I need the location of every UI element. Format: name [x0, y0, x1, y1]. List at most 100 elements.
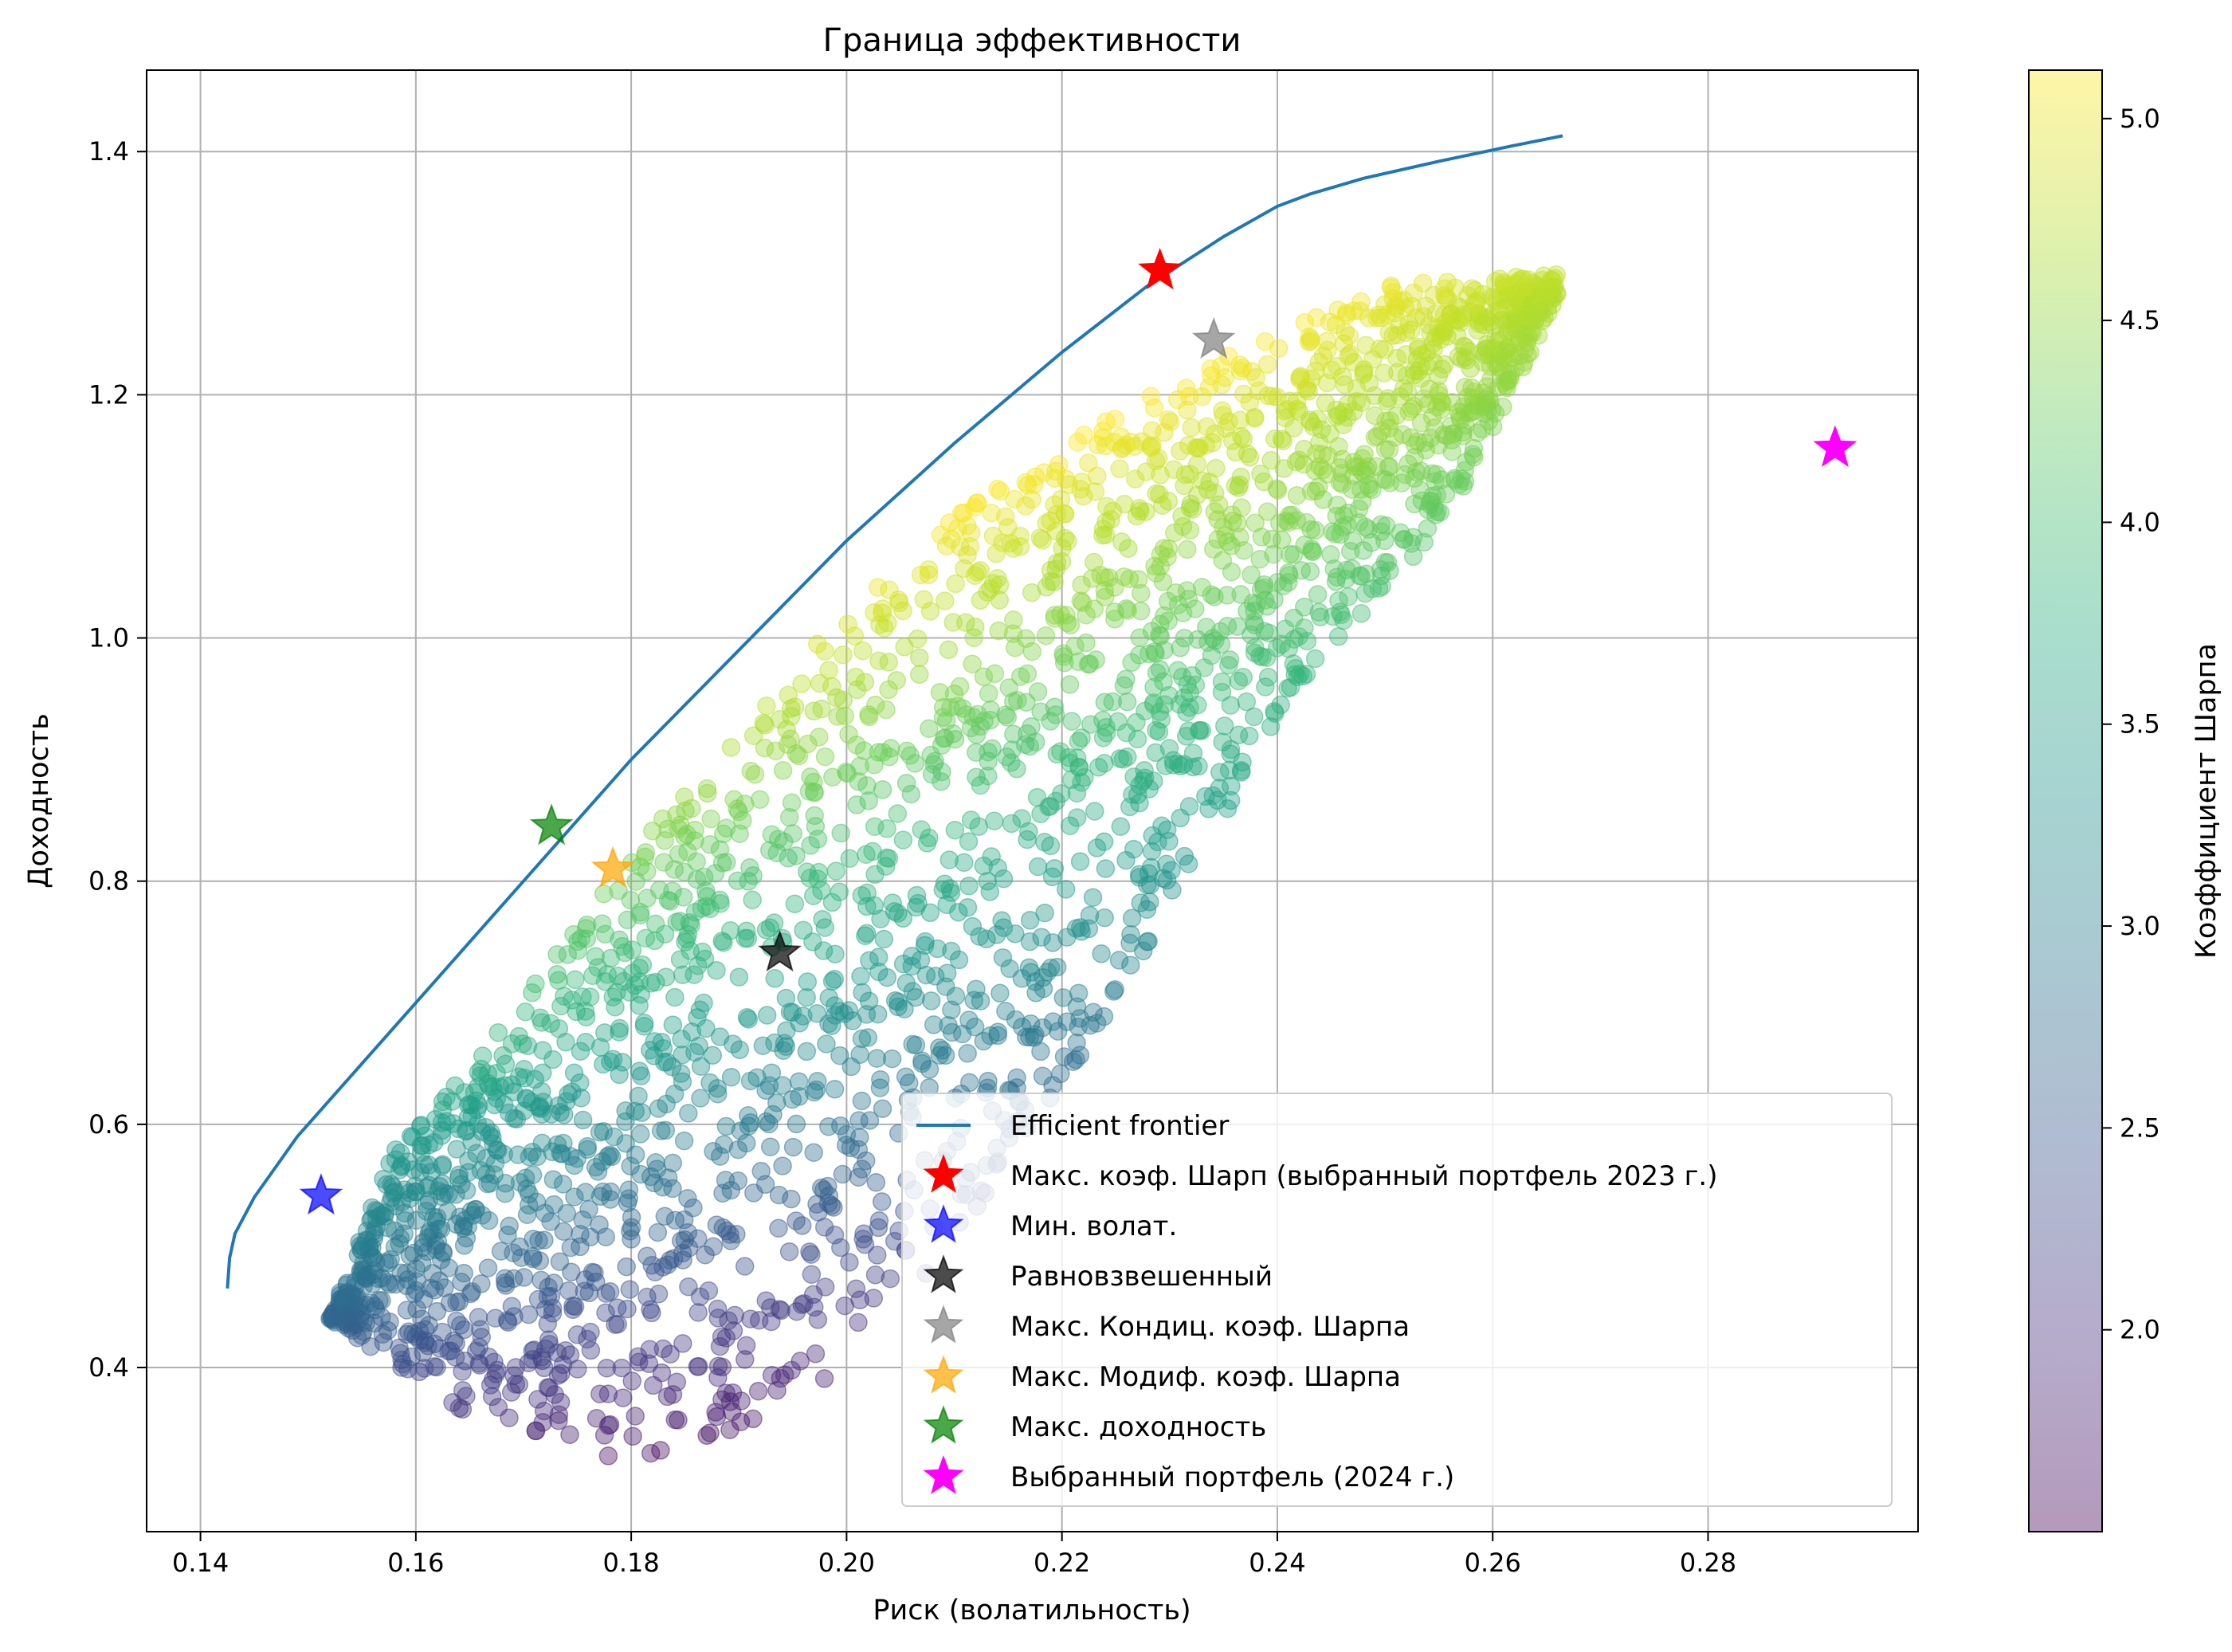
portfolio-point [1121, 924, 1140, 944]
portfolio-point [1123, 785, 1142, 804]
portfolio-point [593, 1152, 612, 1171]
portfolio-point [1069, 757, 1089, 777]
portfolio-point [1094, 832, 1114, 851]
portfolio-point [826, 861, 845, 881]
portfolio-point [586, 1409, 606, 1428]
portfolio-point [1203, 786, 1222, 806]
portfolio-point [1320, 424, 1340, 444]
portfolio-point [1140, 437, 1160, 456]
portfolio-point [1297, 631, 1317, 651]
portfolio-point [673, 1334, 692, 1353]
portfolio-point [1496, 297, 1516, 316]
portfolio-point [621, 890, 641, 910]
portfolio-point [779, 849, 798, 868]
portfolio-point [679, 1104, 698, 1123]
portfolio-point [522, 1093, 542, 1112]
portfolio-point [1005, 489, 1024, 509]
portfolio-point [1305, 649, 1325, 669]
portfolio-point [751, 1161, 771, 1181]
portfolio-point [958, 897, 978, 917]
portfolio-point [1067, 997, 1087, 1017]
portfolio-point [630, 905, 650, 925]
portfolio-point [566, 970, 585, 990]
legend-entry-label: Макс. доходность [1010, 1411, 1266, 1443]
portfolio-point [1221, 791, 1241, 810]
portfolio-point [645, 1032, 664, 1051]
portfolio-point [896, 773, 916, 793]
portfolio-point [586, 947, 606, 966]
portfolio-point [735, 1257, 755, 1276]
y-axis-ticks: 0.4 0.6 0.8 1.0 1.2 1.4 [88, 136, 147, 1383]
portfolio-point [553, 1175, 573, 1194]
portfolio-point [598, 1446, 618, 1466]
portfolio-point [1085, 802, 1104, 821]
portfolio-point [1018, 664, 1038, 684]
portfolio-point [504, 1366, 524, 1386]
portfolio-point [490, 1077, 510, 1097]
portfolio-point [1148, 832, 1167, 852]
portfolio-point [1429, 435, 1448, 455]
portfolio-point [491, 1242, 511, 1261]
portfolio-point [501, 1383, 521, 1402]
portfolio-point [576, 1033, 595, 1052]
portfolio-point [1339, 503, 1358, 523]
portfolio-point [774, 832, 794, 852]
portfolio-point [642, 1303, 661, 1323]
portfolio-point [985, 664, 1005, 684]
portfolio-point [1240, 726, 1259, 746]
portfolio-point [1042, 867, 1062, 887]
portfolio-point [571, 1073, 590, 1093]
portfolio-point [688, 1008, 707, 1027]
portfolio-point [1403, 547, 1423, 567]
portfolio-point [868, 1246, 887, 1265]
portfolio-point [1280, 391, 1300, 411]
portfolio-point [811, 1178, 831, 1198]
portfolio-point [622, 940, 642, 959]
portfolio-point [363, 1198, 382, 1218]
portfolio-point [1365, 428, 1385, 447]
portfolio-point [1035, 903, 1054, 923]
portfolio-point [1056, 880, 1076, 899]
portfolio-point [639, 1354, 659, 1374]
portfolio-point [1175, 846, 1194, 866]
portfolio-point [601, 1182, 621, 1202]
portfolio-point [655, 1207, 675, 1226]
portfolio-point [817, 1034, 836, 1054]
portfolio-point [840, 849, 859, 869]
portfolio-point [1498, 371, 1518, 390]
portfolio-point [963, 916, 983, 936]
portfolio-point [453, 1399, 473, 1419]
portfolio-point [1318, 446, 1338, 465]
portfolio-point [579, 1199, 598, 1219]
portfolio-point [567, 1325, 587, 1344]
portfolio-point [1399, 315, 1418, 334]
portfolio-point [797, 987, 816, 1007]
portfolio-point [1062, 712, 1081, 731]
portfolio-point [857, 897, 877, 916]
portfolio-point [834, 645, 853, 665]
portfolio-point [1178, 540, 1197, 559]
portfolio-point [1105, 410, 1125, 429]
x-axis-label: Риск (волатильность) [873, 1595, 1191, 1626]
portfolio-point [1255, 622, 1274, 642]
portfolio-point [865, 865, 885, 885]
portfolio-point [924, 1015, 943, 1034]
portfolio-point [1045, 469, 1065, 489]
portfolio-point [1135, 761, 1154, 780]
portfolio-point [547, 965, 567, 984]
portfolio-point [865, 1265, 885, 1285]
portfolio-point [983, 574, 1003, 594]
portfolio-point [573, 1110, 593, 1130]
portfolio-point [773, 1156, 792, 1175]
portfolio-point [822, 677, 841, 697]
portfolio-point [618, 1299, 637, 1319]
portfolio-point [1046, 559, 1066, 579]
portfolio-point [840, 1253, 859, 1272]
portfolio-point [1222, 562, 1242, 582]
portfolio-point [1320, 312, 1340, 332]
portfolio-point [730, 1040, 750, 1060]
portfolio-point [808, 634, 827, 653]
portfolio-point [550, 1252, 570, 1271]
portfolio-point [1242, 565, 1261, 585]
colorbar-ticks: 2.0 2.5 3.0 3.5 4.0 4.5 5.0 [2102, 104, 2160, 1345]
